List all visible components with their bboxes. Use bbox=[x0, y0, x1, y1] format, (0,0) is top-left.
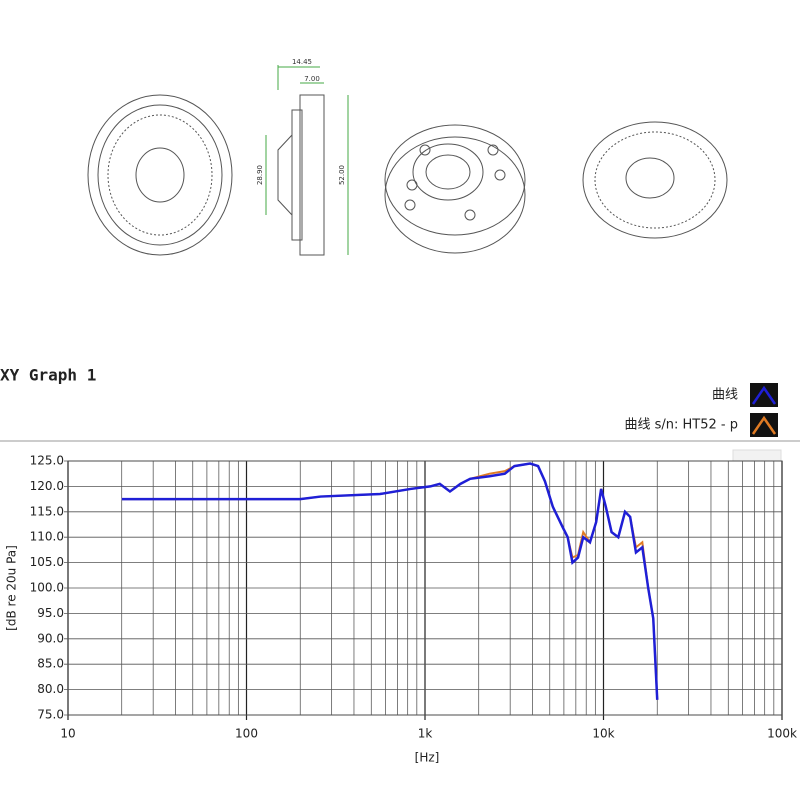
dimension-label: 14.45 bbox=[292, 58, 312, 66]
dimension-label: 28.90 bbox=[256, 165, 264, 185]
legend-label: 曲线 bbox=[712, 388, 738, 403]
x-tick-label: 10k bbox=[592, 727, 614, 741]
y-tick-label: 90.0 bbox=[37, 631, 64, 645]
x-axis-label: [Hz] bbox=[415, 751, 440, 765]
y-tick-label: 105.0 bbox=[30, 555, 64, 569]
y-tick-label: 115.0 bbox=[30, 504, 64, 518]
legend-swatch bbox=[751, 385, 777, 405]
graph-header bbox=[0, 360, 800, 440]
y-tick-label: 125.0 bbox=[30, 454, 64, 468]
x-tick-label: 100 bbox=[235, 727, 258, 741]
y-tick-label: 95.0 bbox=[37, 606, 64, 620]
y-axis-label: [dB re 20u Pa] bbox=[5, 545, 19, 631]
dimension-label: 52.00 bbox=[338, 165, 346, 185]
dimension-label: 7.00 bbox=[304, 75, 320, 83]
x-tick-label: 10 bbox=[60, 727, 75, 741]
y-tick-label: 110.0 bbox=[30, 530, 64, 544]
drawing: 14.45 7.00 28.90 52.00 bbox=[87, 58, 728, 256]
x-tick-label: 1k bbox=[418, 727, 433, 741]
series-line bbox=[121, 462, 659, 700]
y-tick-label: 75.0 bbox=[37, 708, 64, 722]
chart-title: XY Graph 1 bbox=[0, 366, 96, 385]
y-tick-label: 85.0 bbox=[37, 657, 64, 671]
y-tick-label: 80.0 bbox=[37, 682, 64, 696]
legend-swatch bbox=[751, 415, 777, 435]
legend-label: 曲线 s/n: HT52 - p bbox=[624, 418, 738, 433]
x-tick-label: 100k bbox=[767, 727, 797, 741]
y-tick-label: 100.0 bbox=[30, 581, 64, 595]
y-tick-label: 120.0 bbox=[30, 479, 64, 493]
